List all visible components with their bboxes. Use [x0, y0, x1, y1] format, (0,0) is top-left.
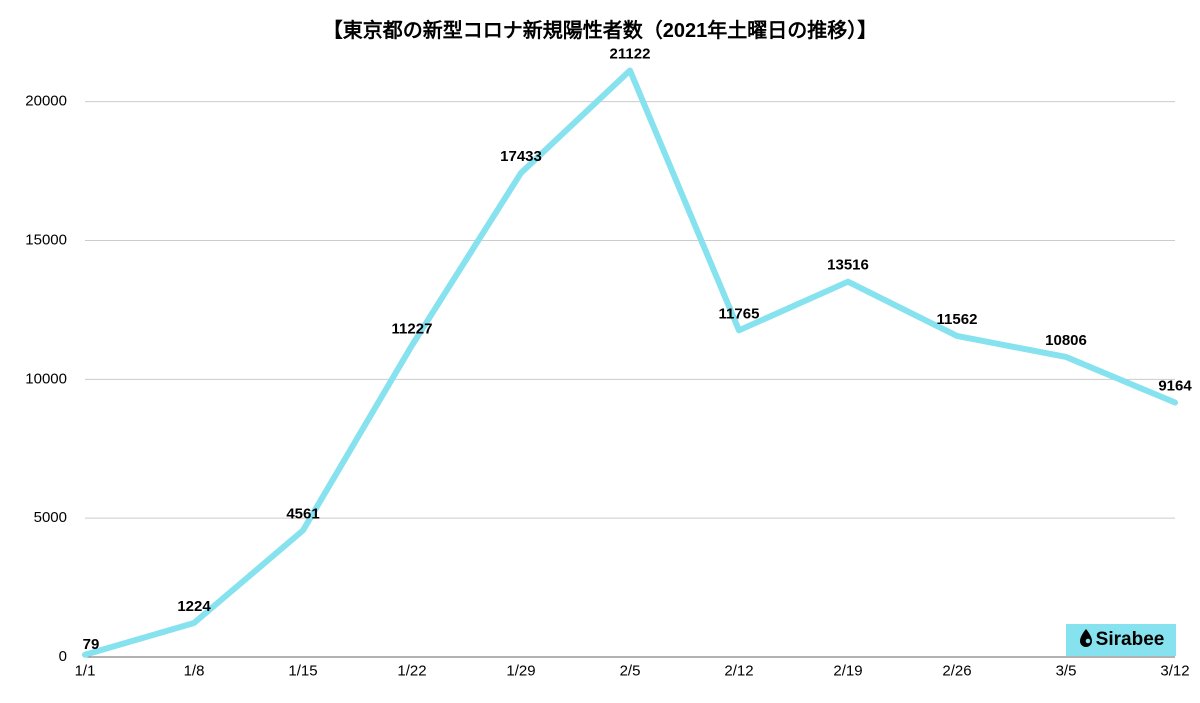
x-tick-label: 1/29: [506, 662, 535, 679]
data-label: 11562: [937, 311, 978, 328]
data-label: 11765: [719, 305, 760, 322]
data-label: 9164: [1158, 378, 1192, 395]
data-label: 17433: [500, 148, 542, 165]
logo-text: Sirabee: [1096, 629, 1165, 651]
data-label: 10806: [1045, 332, 1087, 349]
y-tick-label: 0: [59, 648, 67, 665]
x-tick-label: 2/5: [620, 662, 641, 679]
data-label: 4561: [286, 505, 319, 522]
data-label: 13516: [827, 257, 869, 274]
x-tick-label: 1/8: [184, 662, 205, 679]
x-tick-label: 3/12: [1160, 662, 1189, 679]
data-label: 21122: [610, 45, 651, 62]
data-label: 1224: [177, 598, 211, 615]
data-label: 79: [83, 636, 100, 653]
x-tick-label: 1/1: [75, 662, 96, 679]
x-tick-label: 2/19: [833, 662, 862, 679]
y-tick-labels: 0 5000 10000 15000 20000: [25, 93, 67, 665]
data-line: [85, 70, 1175, 654]
y-tick-label: 5000: [34, 509, 67, 526]
logo-icon: [1078, 628, 1094, 652]
x-tick-label: 3/5: [1056, 662, 1077, 679]
chart-container: 【東京都の新型コロナ新規陽性者数（2021年土曜日の推移）】 050001000…: [0, 0, 1200, 703]
y-tick-label: 15000: [25, 231, 67, 248]
y-tick-label: 10000: [25, 370, 67, 387]
y-tick-label: 20000: [25, 93, 67, 110]
chart-svg: 0 5000 10000 15000 20000 1/1 1/8 1/15 1/22 1/29 2…: [0, 0, 1200, 703]
x-tick-label: 1/15: [288, 662, 317, 679]
x-tick-label: 2/12: [724, 662, 753, 679]
x-tick-label: 1/22: [397, 662, 426, 679]
x-tick-labels: 1/1 1/8 1/15 1/22 1/29 2/5 2/12 2/19 2/26 3/5 3/12: [75, 662, 1190, 679]
logo-badge: Sirabee: [1066, 624, 1176, 656]
data-label: 11227: [392, 320, 433, 337]
x-tick-label: 2/26: [942, 662, 971, 679]
